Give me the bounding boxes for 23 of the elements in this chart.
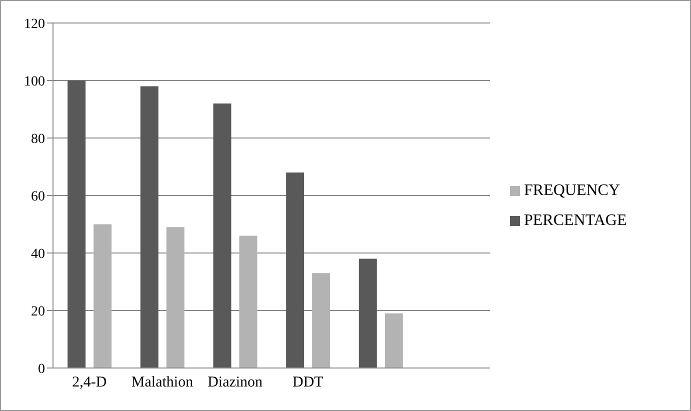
bar <box>140 86 158 368</box>
bar <box>286 172 304 368</box>
bar <box>312 273 330 368</box>
legend-label: PERCENTAGE <box>524 212 627 228</box>
x-tick-label: Diazinon <box>208 374 264 391</box>
x-tick-label: DDT <box>292 374 324 391</box>
y-tick-label: 0 <box>38 362 45 377</box>
y-tick-label: 60 <box>31 189 45 204</box>
y-tick-label: 40 <box>31 246 45 262</box>
bar <box>239 236 258 368</box>
bar <box>68 80 86 368</box>
bar <box>213 104 232 368</box>
y-tick-label: 20 <box>31 304 45 320</box>
bar <box>384 313 403 368</box>
legend-label: FREQUENCY <box>524 182 620 198</box>
x-tick-label: 2,4-D <box>72 374 107 391</box>
bar <box>166 227 184 368</box>
y-tick-label: 100 <box>24 74 45 90</box>
x-tick-label: Malathion <box>131 374 194 391</box>
bar <box>358 258 377 368</box>
bar <box>94 224 112 368</box>
y-tick-label: 120 <box>24 16 45 32</box>
y-tick-label: 80 <box>31 132 45 147</box>
